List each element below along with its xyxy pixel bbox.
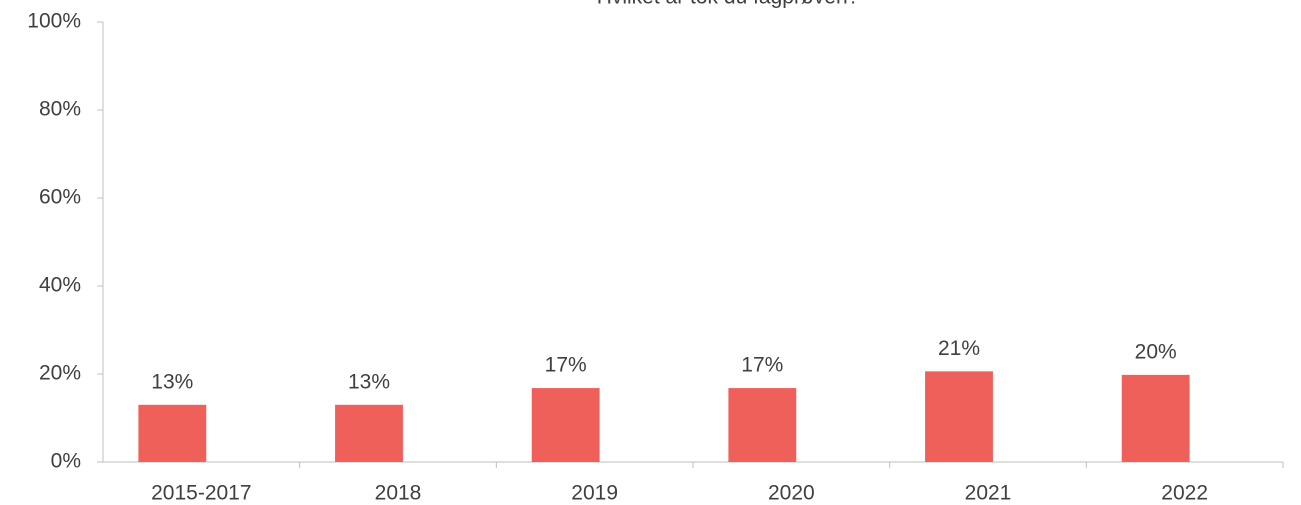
- x-tick-label: 2019: [571, 482, 618, 505]
- bar: [1121, 374, 1190, 462]
- data-label: 21%: [938, 337, 980, 360]
- data-label: 13%: [151, 370, 193, 393]
- y-tick-label: 40%: [39, 274, 81, 297]
- data-label: 13%: [348, 370, 390, 393]
- bar: [335, 404, 403, 462]
- chart-title: Hvilket år tok du fagprøven?: [597, 0, 860, 9]
- y-tick-label: 20%: [39, 362, 81, 385]
- x-tick-label: 2022: [1161, 482, 1208, 505]
- x-tick-label: 2020: [768, 482, 815, 505]
- bar: [728, 388, 797, 462]
- data-label: 17%: [545, 354, 587, 377]
- y-tick-label: 100%: [27, 10, 81, 33]
- bar: [138, 404, 207, 462]
- x-tick-label: 2015-2017: [151, 482, 251, 505]
- y-tick-label: 0%: [51, 450, 81, 473]
- data-label: 17%: [741, 354, 783, 377]
- x-tick-label: 2018: [375, 482, 422, 505]
- y-tick-label: 80%: [39, 98, 81, 121]
- bar: [925, 371, 993, 462]
- data-label: 20%: [1135, 340, 1177, 363]
- x-tick-label: 2021: [965, 482, 1012, 505]
- bar: [531, 388, 600, 462]
- y-tick-label: 60%: [39, 186, 81, 209]
